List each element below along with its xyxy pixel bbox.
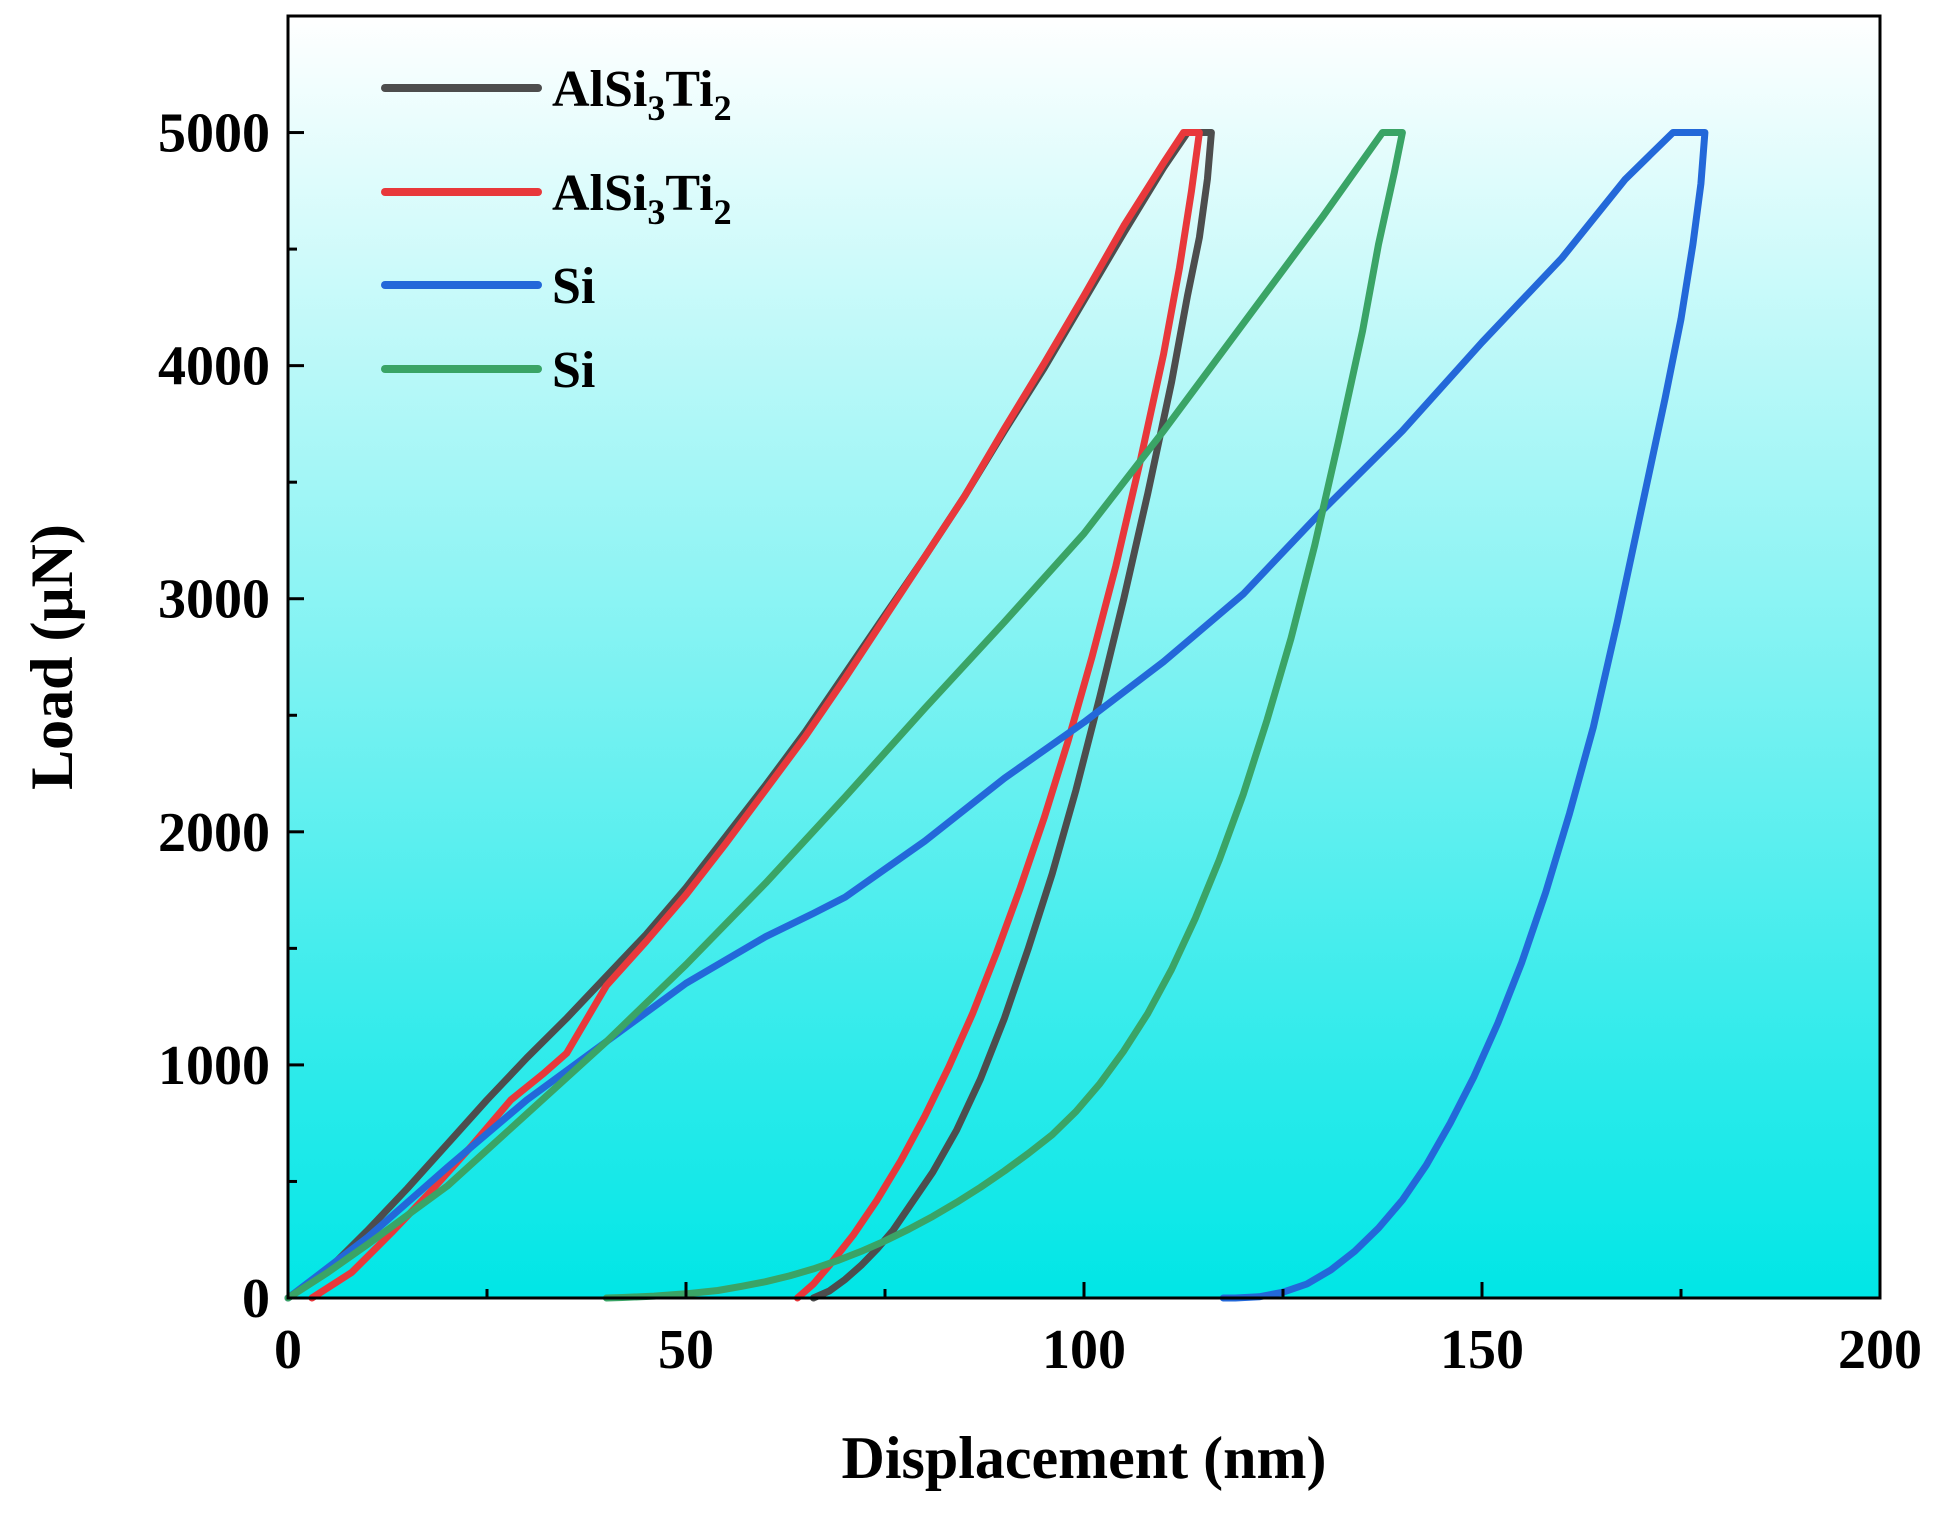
legend-label: AlSi3Ti2 bbox=[552, 165, 732, 232]
y-axis-title: Load (μN) bbox=[19, 524, 85, 790]
legend-item-0: AlSi3Ti2 bbox=[381, 61, 732, 128]
x-axis-title: Displacement (nm) bbox=[842, 1425, 1327, 1491]
legend-label: AlSi3Ti2 bbox=[552, 61, 732, 128]
y-tick-label: 3000 bbox=[158, 569, 270, 631]
x-tick-label: 150 bbox=[1440, 1319, 1524, 1381]
series-line-2-si bbox=[284, 129, 1709, 1302]
y-tick-label: 4000 bbox=[158, 336, 270, 398]
y-tick-label: 5000 bbox=[158, 103, 270, 165]
series-layer bbox=[284, 129, 1709, 1302]
x-tick-label: 100 bbox=[1042, 1319, 1126, 1381]
y-tick-label: 1000 bbox=[158, 1035, 270, 1097]
x-tick-label: 200 bbox=[1838, 1319, 1922, 1381]
x-tick-label: 0 bbox=[274, 1319, 302, 1381]
legend-item-2: Si bbox=[381, 258, 595, 315]
legend: AlSi3Ti2 AlSi3Ti2 Si Si bbox=[381, 61, 732, 399]
legend-item-3: Si bbox=[381, 342, 595, 399]
legend-item-1: AlSi3Ti2 bbox=[381, 165, 732, 232]
legend-label: Si bbox=[552, 258, 595, 315]
x-tick-label: 50 bbox=[658, 1319, 714, 1381]
legend-label: Si bbox=[552, 342, 595, 399]
y-tick-label: 0 bbox=[242, 1268, 270, 1330]
series-line-3-si bbox=[284, 129, 1406, 1302]
y-tick-label: 2000 bbox=[158, 802, 270, 864]
series-line-1-alsi3ti2 bbox=[308, 129, 1203, 1302]
